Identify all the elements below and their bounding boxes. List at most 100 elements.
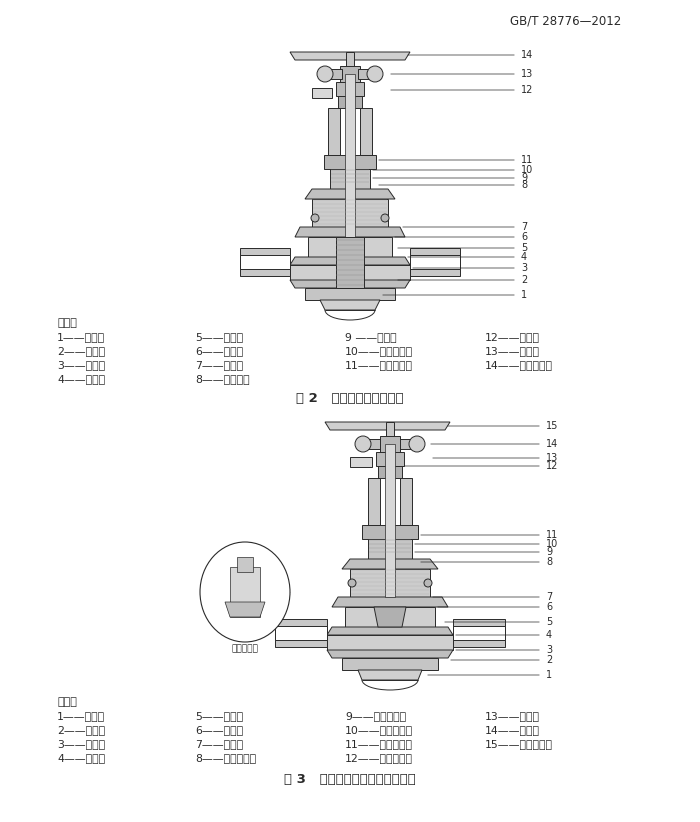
Text: 4: 4	[546, 630, 552, 640]
Bar	[290, 265, 410, 280]
Text: 5: 5	[521, 243, 527, 253]
Text: 3: 3	[546, 645, 552, 655]
Polygon shape	[290, 280, 410, 288]
Text: 9: 9	[546, 547, 552, 557]
Text: 11——活节螺栓；: 11——活节螺栓；	[345, 739, 413, 749]
Polygon shape	[360, 108, 372, 155]
Polygon shape	[295, 227, 405, 237]
Polygon shape	[325, 422, 450, 430]
Text: 5——坤片；: 5——坤片；	[195, 332, 243, 342]
Bar	[345, 607, 435, 627]
Bar	[368, 539, 412, 559]
Polygon shape	[336, 237, 364, 288]
Text: 15: 15	[546, 421, 559, 431]
Polygon shape	[225, 602, 265, 617]
Bar	[358, 69, 380, 79]
Polygon shape	[358, 670, 422, 680]
Bar	[350, 457, 372, 467]
Bar	[385, 444, 395, 597]
Bar	[275, 619, 327, 647]
Polygon shape	[328, 108, 340, 155]
Text: 5——阀盖；: 5——阀盖；	[195, 711, 243, 721]
Bar	[305, 288, 395, 300]
Bar	[340, 66, 360, 82]
Bar	[358, 439, 382, 449]
Text: 13: 13	[546, 453, 559, 463]
Polygon shape	[290, 257, 410, 265]
Text: 12——阀杆螺母；: 12——阀杆螺母；	[345, 753, 413, 763]
Text: 2: 2	[521, 275, 527, 285]
Bar	[410, 248, 460, 276]
Text: 节流阀阀瓣: 节流阀阀瓣	[232, 644, 258, 653]
Bar	[376, 452, 404, 466]
Bar	[380, 436, 400, 452]
Bar	[320, 69, 342, 79]
Bar	[324, 155, 376, 169]
Bar	[386, 422, 394, 444]
Circle shape	[348, 579, 356, 587]
Bar	[327, 635, 453, 650]
Circle shape	[409, 436, 425, 452]
Text: 1——阀体；: 1——阀体；	[57, 332, 105, 342]
Text: 10——填料压板；: 10——填料压板；	[345, 725, 413, 735]
Text: 10: 10	[521, 165, 533, 175]
Text: 3: 3	[521, 263, 527, 273]
Polygon shape	[305, 189, 395, 199]
Text: 8——填料坤；: 8——填料坤；	[195, 374, 250, 384]
Bar	[240, 248, 290, 276]
Bar	[342, 658, 438, 670]
Circle shape	[317, 66, 333, 82]
Text: 10——填料压套；: 10——填料压套；	[345, 346, 413, 356]
Circle shape	[424, 579, 432, 587]
Bar	[345, 74, 355, 288]
Text: 8——无头钉钉；: 8——无头钉钉；	[195, 753, 256, 763]
Text: 2: 2	[546, 655, 552, 665]
Text: GB/T 28776—2012: GB/T 28776—2012	[510, 14, 622, 27]
Text: 说明；: 说明；	[57, 318, 77, 328]
Text: 7: 7	[546, 592, 552, 602]
Bar	[330, 169, 370, 189]
Text: 1: 1	[521, 290, 527, 300]
Text: 3——阀杆；: 3——阀杆；	[57, 739, 105, 749]
Polygon shape	[368, 478, 380, 525]
Text: 4——坤片；: 4——坤片；	[57, 753, 105, 763]
Text: 8: 8	[546, 557, 552, 567]
Text: 4——阀杆；: 4——阀杆；	[57, 374, 105, 384]
Circle shape	[381, 214, 389, 222]
Text: 说明；: 说明；	[57, 697, 77, 707]
Text: 9: 9	[521, 173, 527, 183]
Bar	[410, 255, 460, 269]
Text: 图 3   截止阀、节流阀典型结构图: 图 3 截止阀、节流阀典型结构图	[284, 773, 416, 786]
Text: 14: 14	[546, 439, 559, 449]
Bar	[237, 557, 253, 572]
Bar	[453, 626, 505, 640]
Text: 7: 7	[521, 222, 527, 232]
Text: 11: 11	[546, 530, 559, 540]
Text: 4: 4	[521, 252, 527, 262]
Text: 6——阀盖；: 6——阀盖；	[195, 346, 243, 356]
Text: 14——手轮螺母。: 14——手轮螺母。	[485, 360, 553, 370]
Bar	[240, 255, 290, 269]
Ellipse shape	[200, 542, 290, 642]
Text: 14: 14	[521, 50, 533, 60]
Text: 6——螺栓；: 6——螺栓；	[195, 725, 243, 735]
Text: 7——填料；: 7——填料；	[195, 739, 243, 749]
Bar	[336, 82, 364, 96]
Text: 13——标牌；: 13——标牌；	[485, 711, 540, 721]
Text: 8: 8	[521, 180, 527, 190]
Text: 3——阀板；: 3——阀板；	[57, 360, 105, 370]
Text: 图 2   暗杆闸阀典型结构图: 图 2 暗杆闸阀典型结构图	[296, 392, 404, 405]
Text: 9——填料压套；: 9——填料压套；	[345, 711, 406, 721]
Bar	[350, 569, 430, 597]
Text: 14——手轮；: 14——手轮；	[485, 725, 540, 735]
Text: 2——阀腾；: 2——阀腾；	[57, 725, 105, 735]
Bar	[312, 199, 388, 227]
Polygon shape	[342, 559, 438, 569]
Bar	[362, 525, 418, 539]
Text: 12——标牌；: 12——标牌；	[485, 332, 540, 342]
Text: 1: 1	[546, 670, 552, 680]
Text: 12: 12	[546, 461, 559, 471]
Bar	[230, 567, 260, 617]
Text: 11: 11	[521, 155, 533, 165]
Text: 11——压套螺母；: 11——压套螺母；	[345, 360, 413, 370]
